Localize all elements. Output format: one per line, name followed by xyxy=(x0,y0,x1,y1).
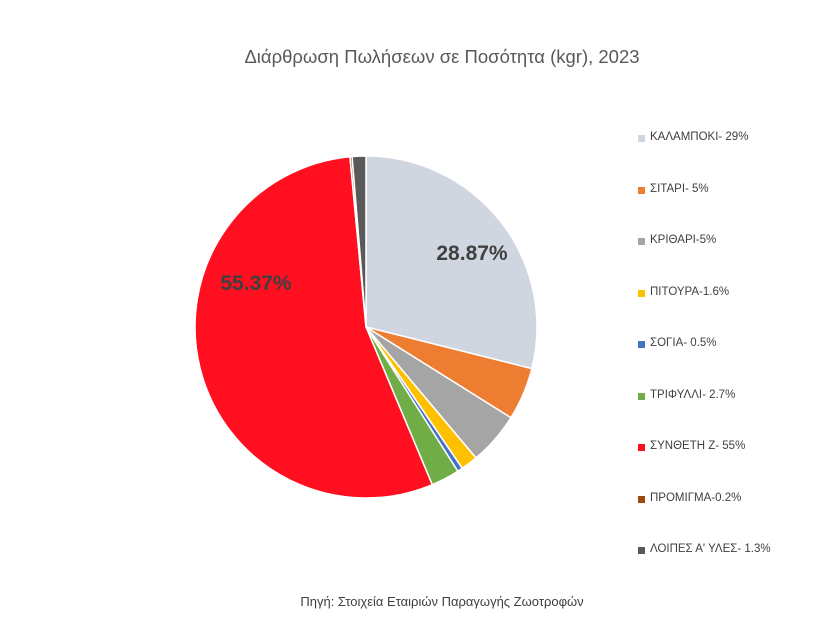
legend-item-2: ΚΡΙΘΑΡΙ-5% xyxy=(638,233,824,285)
legend-item-8: ΛΟΙΠΕΣ Α' ΥΛΕΣ- 1.3% xyxy=(638,542,824,594)
legend-label-7: ΠΡΟΜΙΓΜΑ-0.2% xyxy=(650,491,742,504)
legend-swatch-7 xyxy=(638,495,645,503)
legend-label-8: ΛΟΙΠΕΣ Α' ΥΛΕΣ- 1.3% xyxy=(650,543,771,555)
legend-item-4: ΣΟΓΙΑ- 0.5% xyxy=(638,336,824,388)
legend-label-0: ΚΑΛΑΜΠΟΚΙ- 29% xyxy=(650,131,749,143)
legend-swatch-0 xyxy=(638,135,645,142)
legend-swatch-1 xyxy=(638,186,645,194)
legend-item-6: ΣΥΝΘΕΤΗ Ζ- 55% xyxy=(638,439,824,491)
pie-slices xyxy=(194,155,538,499)
legend-swatch-4 xyxy=(638,341,645,348)
legend-label-6: ΣΥΝΘΕΤΗ Ζ- 55% xyxy=(650,440,746,452)
legend-label-1: ΣΙΤΑΡΙ- 5% xyxy=(650,182,709,195)
slice-label-0: 28.87% xyxy=(436,242,508,265)
pie-slice-8 xyxy=(351,155,367,328)
legend-item-1: ΣΙΤΑΡΙ- 5% xyxy=(638,182,824,234)
legend-label-5: ΤΡΙΦΥΛΛΙ- 2.7% xyxy=(650,388,736,401)
legend-swatch-6 xyxy=(638,444,645,451)
chart-title: Διάρθρωση Πωλήσεων σε Ποσότητα (kgr), 20… xyxy=(244,46,640,67)
pie-slice-0 xyxy=(365,155,538,370)
legend-item-0: ΚΑΛΑΜΠΟΚΙ- 29% xyxy=(638,130,824,182)
legend-item-7: ΠΡΟΜΙΓΜΑ-0.2% xyxy=(638,491,824,543)
legend-label-3: ΠΙΤΟΥΡΑ-1.6% xyxy=(650,285,730,298)
legend-label-4: ΣΟΓΙΑ- 0.5% xyxy=(650,337,717,349)
legend-label-2: ΚΡΙΘΑΡΙ-5% xyxy=(650,234,717,246)
pie-slice-6 xyxy=(194,155,434,499)
source-note: Πηγή: Στοιχεία Εταιριών Παραγωγής Ζωοτρο… xyxy=(300,594,584,609)
legend-swatch-5 xyxy=(638,392,645,400)
chart-legend: ΚΑΛΑΜΠΟΚΙ- 29% ΣΙΤΑΡΙ- 5% ΚΡΙΘΑΡΙ-5% ΠΙΤΟΥΡ… xyxy=(638,130,824,594)
legend-item-5: ΤΡΙΦΥΛΛΙ- 2.7% xyxy=(638,388,824,440)
pie-slice-labels: 28.87% 55.37% xyxy=(220,242,508,295)
legend-swatch-3 xyxy=(638,289,645,297)
legend-swatch-8 xyxy=(638,547,645,554)
legend-item-3: ΠΙΤΟΥΡΑ-1.6% xyxy=(638,285,824,337)
slice-label-6: 55.37% xyxy=(220,272,292,295)
legend-swatch-2 xyxy=(638,238,645,245)
